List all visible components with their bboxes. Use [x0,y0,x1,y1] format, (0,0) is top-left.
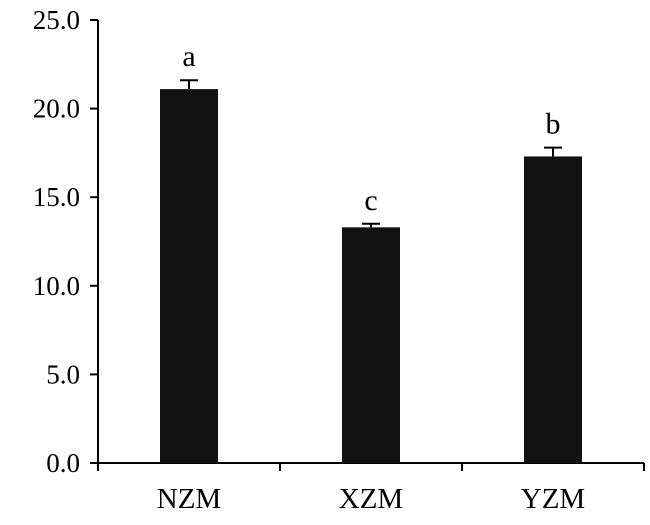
plot-area: 0.0 5.0 10.0 15.0 20.0 25.0 a c b NZM XZM YZM [33,5,645,515]
bar-nzm [160,89,218,463]
category-label-nzm: NZM [157,483,221,515]
y-tick-label: 5.0 [46,359,80,389]
significance-letter-yzm: b [546,108,561,141]
x-ticks [97,463,645,471]
y-tick-label: 20.0 [33,94,80,124]
y-tick-label: 10.0 [33,271,80,301]
category-label-yzm: YZM [521,483,585,515]
significance-letter-nzm: a [182,40,195,73]
bar-xzm [342,227,400,463]
y-tick-label: 0.0 [46,448,80,478]
y-tick-label: 25.0 [33,5,80,35]
y-tick-label: 15.0 [33,182,80,212]
y-ticks: 0.0 5.0 10.0 15.0 20.0 25.0 [33,5,98,478]
bar-yzm [524,156,582,463]
significance-letter-xzm: c [364,184,377,217]
category-labels: NZM XZM YZM [157,483,585,515]
category-label-xzm: XZM [339,483,403,515]
bars [160,89,582,463]
error-bars [180,79,562,228]
significance-letters: a c b [182,40,560,217]
